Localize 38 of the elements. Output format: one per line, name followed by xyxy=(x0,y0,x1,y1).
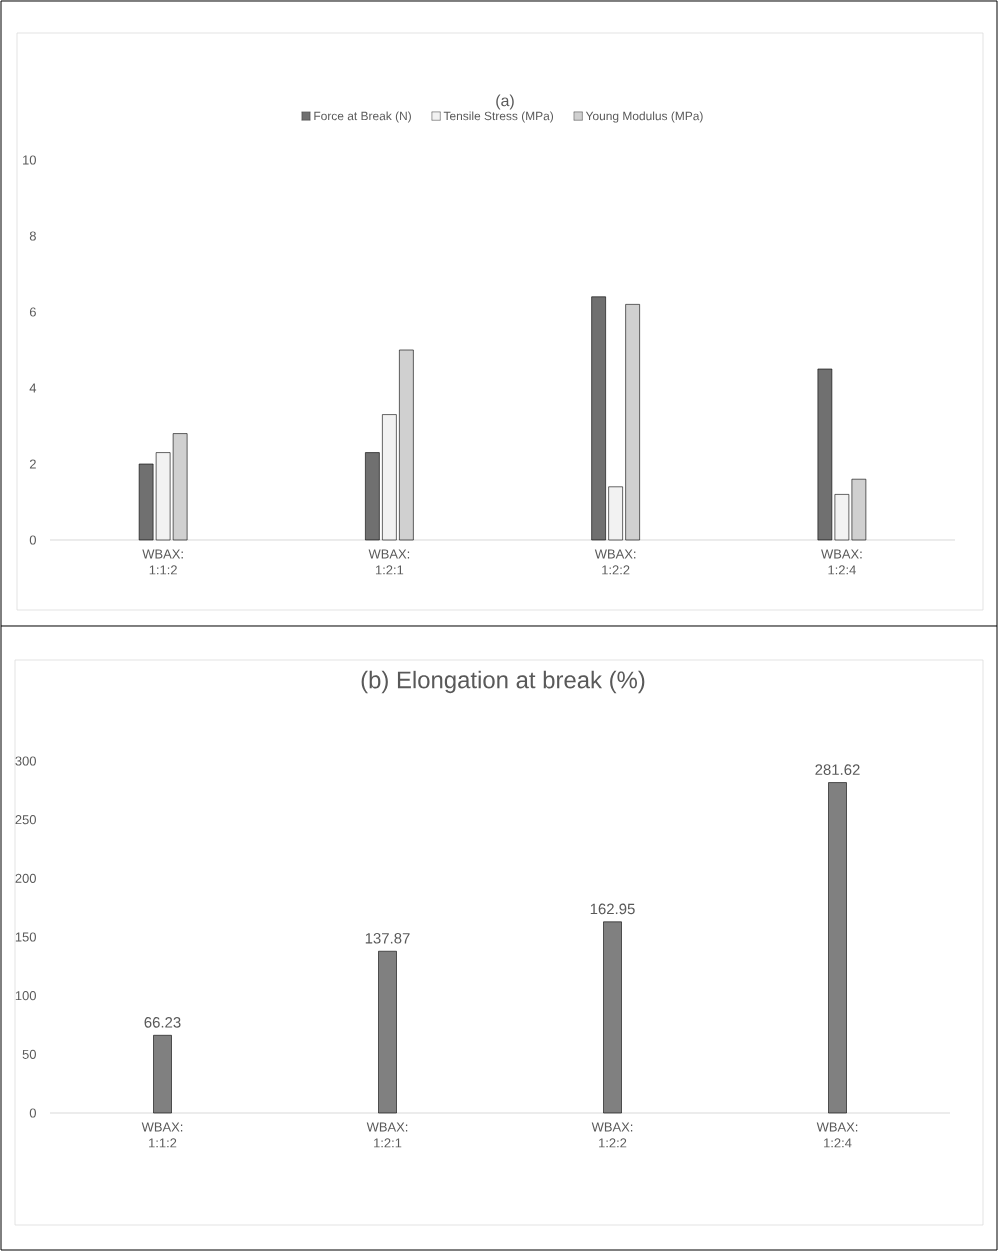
chart-title: (b) Elongation at break (%) xyxy=(361,670,645,694)
x-tick-label: WBAX: 1:1:2 xyxy=(142,549,183,575)
y-tick-label: 0 xyxy=(29,1108,36,1118)
bar xyxy=(365,452,380,541)
x-tick-label: WBAX: 1:1:2 xyxy=(141,1122,183,1148)
chart-title: (a) xyxy=(496,94,514,110)
x-tick-label: WBAX: 1:2:4 xyxy=(816,1122,858,1148)
bar xyxy=(608,486,623,541)
x-tick-label: WBAX: 1:2:4 xyxy=(821,549,862,575)
bar xyxy=(382,414,397,541)
bar xyxy=(828,782,847,1114)
y-tick-label: 0 xyxy=(29,535,36,545)
legend-label: Tensile Stress (MPa) xyxy=(443,111,554,123)
x-tick-label: WBAX: 1:2:2 xyxy=(594,549,636,575)
y-tick-label: 250 xyxy=(15,815,36,825)
bar xyxy=(153,1034,172,1114)
y-tick-label: 150 xyxy=(15,932,36,942)
bar xyxy=(603,921,622,1114)
y-tick-label: 4 xyxy=(29,383,37,393)
bar xyxy=(378,950,397,1114)
bar xyxy=(591,296,606,541)
x-tick-label: WBAX: 1:2:1 xyxy=(366,1122,408,1148)
y-tick-label: 10 xyxy=(23,155,36,165)
y-tick-label: 100 xyxy=(15,991,36,1001)
y-tick-label: 2 xyxy=(29,459,36,469)
data-label: 162.95 xyxy=(590,903,635,915)
legend-label: Young Modulus (MPa) xyxy=(585,111,703,123)
y-tick-label: 6 xyxy=(29,307,36,317)
y-tick-label: 200 xyxy=(15,873,36,883)
y-tick-label: 8 xyxy=(29,231,36,241)
data-label: 137.87 xyxy=(365,933,410,944)
data-label: 281.62 xyxy=(815,764,860,775)
x-tick-label: WBAX: 1:2:2 xyxy=(591,1122,633,1148)
y-tick-label: 300 xyxy=(15,756,36,766)
y-tick-label: 50 xyxy=(22,1049,36,1059)
x-tick-label: WBAX: 1:2:1 xyxy=(368,549,410,575)
data-label: 66.23 xyxy=(144,1017,181,1028)
legend-label: Force at Break (N) xyxy=(314,111,411,123)
